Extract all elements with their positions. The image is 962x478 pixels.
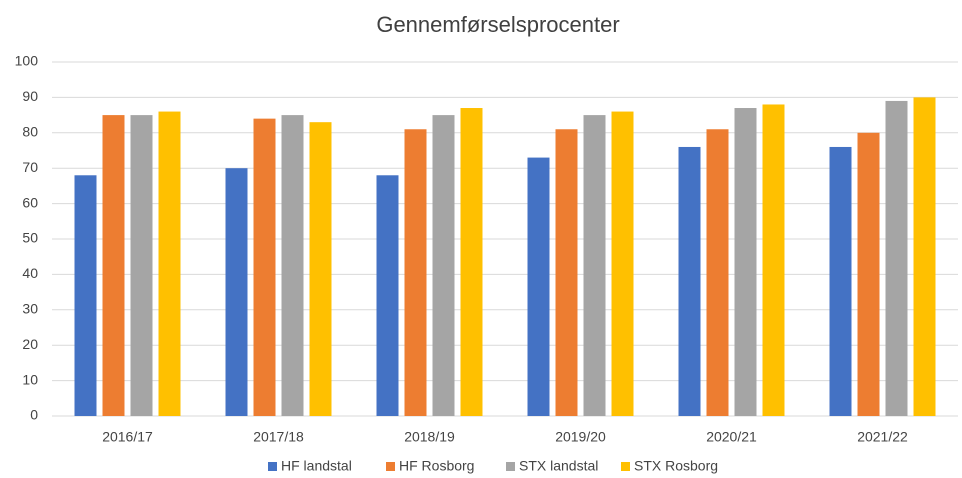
bar bbox=[404, 129, 427, 416]
y-tick-label: 20 bbox=[22, 336, 38, 352]
bar bbox=[376, 175, 399, 416]
legend-swatch bbox=[506, 462, 515, 471]
bar bbox=[583, 115, 606, 416]
bar bbox=[829, 146, 852, 416]
bar bbox=[762, 104, 785, 416]
x-tick-label: 2016/17 bbox=[102, 429, 153, 445]
y-tick-label: 40 bbox=[22, 265, 38, 281]
y-tick-label: 70 bbox=[22, 159, 38, 175]
bar bbox=[102, 115, 125, 416]
x-tick-label: 2019/20 bbox=[555, 429, 606, 445]
bar bbox=[611, 111, 634, 416]
bar bbox=[253, 118, 276, 416]
bar bbox=[885, 100, 908, 416]
legend-swatch bbox=[386, 462, 395, 471]
x-tick-label: 2017/18 bbox=[253, 429, 304, 445]
bar bbox=[734, 108, 757, 417]
legend-label: HF Rosborg bbox=[399, 458, 474, 474]
bar bbox=[130, 115, 153, 416]
bar bbox=[158, 111, 181, 416]
x-tick-label: 2018/19 bbox=[404, 429, 455, 445]
legend-swatch bbox=[268, 462, 277, 471]
bar bbox=[460, 108, 483, 417]
bar bbox=[225, 168, 248, 416]
y-tick-label: 30 bbox=[22, 301, 38, 317]
bar bbox=[913, 97, 936, 417]
bar bbox=[678, 146, 701, 416]
bar bbox=[309, 122, 332, 417]
bar bbox=[527, 157, 550, 416]
bar bbox=[706, 129, 729, 416]
y-tick-label: 90 bbox=[22, 88, 38, 104]
bar bbox=[555, 129, 578, 416]
y-tick-label: 60 bbox=[22, 194, 38, 210]
x-tick-label: 2020/21 bbox=[706, 429, 757, 445]
legend-swatch bbox=[621, 462, 630, 471]
bar bbox=[432, 115, 455, 416]
bar bbox=[857, 132, 880, 417]
legend-label: STX Rosborg bbox=[634, 458, 718, 474]
x-tick-label: 2021/22 bbox=[857, 429, 908, 445]
y-tick-label: 0 bbox=[30, 407, 38, 423]
y-tick-label: 80 bbox=[22, 124, 38, 140]
y-tick-label: 100 bbox=[15, 53, 39, 69]
legend-label: HF landstal bbox=[281, 458, 352, 474]
chart-title: Gennemførselsprocenter bbox=[376, 12, 619, 37]
y-tick-label: 50 bbox=[22, 230, 38, 246]
legend-label: STX landstal bbox=[519, 458, 598, 474]
y-tick-label: 10 bbox=[22, 371, 38, 387]
bar bbox=[74, 175, 97, 416]
bar bbox=[281, 115, 304, 416]
